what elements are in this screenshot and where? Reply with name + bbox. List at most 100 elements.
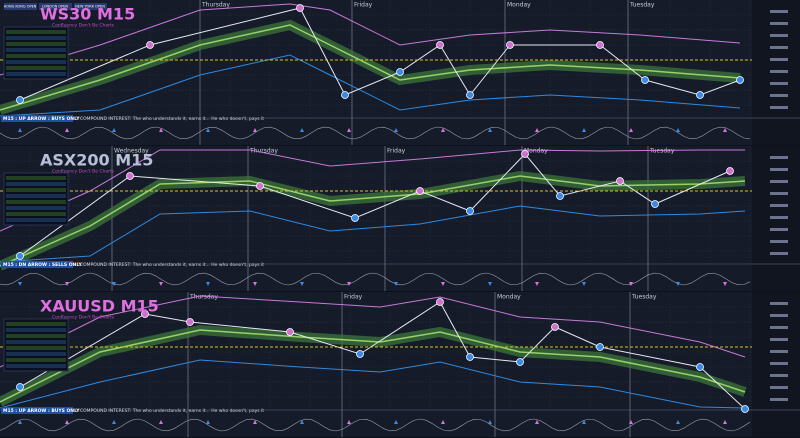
panel-subtitle: Confluency Don't Be Charts [52,169,115,175]
signal-arrow [112,282,116,286]
swing-marker [516,358,524,366]
price-tick [770,156,788,159]
price-tick [770,34,788,37]
day-label: Thursday [249,148,278,155]
swing-marker [696,91,704,99]
panel-bg [0,146,800,291]
oscillator [0,418,751,432]
info-table [3,172,69,226]
info-row [6,218,66,222]
swing-marker [416,187,424,195]
signal-arrow [65,128,69,132]
signal-arrow [18,128,22,132]
signal-arrow [253,282,257,286]
session-tag: NEW YORK OPEN [75,5,105,9]
price-tick [770,252,788,255]
swing-marker [16,383,24,391]
footer-bg [1,115,73,122]
price-tick [770,216,788,219]
signal-arrow [441,282,445,286]
info-row [6,48,66,52]
info-row [6,194,66,198]
day-label: Monday [524,148,548,155]
swing-marker [596,41,604,49]
signal-arrow [723,282,727,286]
signal-arrow [65,282,69,286]
signal-arrow [535,282,539,286]
info-row [6,36,66,40]
signal-arrow [206,282,210,286]
ma-line [0,329,746,403]
panel-title: ASX200 M15 [40,151,153,170]
lower-channel [0,205,746,263]
signal-arrow [535,128,539,132]
swing-marker [256,182,264,190]
swing-marker [436,41,444,49]
signal-arrow [676,420,680,424]
session-tag: HONG KONG OPEN [4,5,37,9]
signal-arrow [347,420,351,424]
signal-arrow [206,420,210,424]
footer-text: M15 : DN ARROW : SELLS ONLY [3,262,82,268]
info-row [6,54,66,58]
swing-marker [466,207,474,215]
signal-arrow [159,128,163,132]
info-row [6,358,66,362]
chart-panel: Thursday Friday Monday Tuesday HONG KONG OPE… [0,0,800,145]
price-tick [770,82,788,85]
signal-arrow [629,282,633,286]
swing-marker [521,150,529,158]
panel-bg [0,292,800,437]
price-tick [770,180,788,183]
price-tick [770,374,788,377]
signal-arrow [206,128,210,132]
info-row [6,364,66,368]
swing-marker [641,76,649,84]
swing-marker [186,318,194,326]
signal-arrow [582,128,586,132]
oscillator [0,126,751,140]
signal-arrow [65,420,69,424]
day-label: Friday [387,148,406,155]
signal-arrow [488,282,492,286]
signal-arrow [582,420,586,424]
swing-marker [596,343,604,351]
swing-marker [296,4,304,12]
signal-arrow [394,420,398,424]
price-tick [770,398,788,401]
day-label: Monday [497,294,521,301]
upper-channel [0,3,741,76]
chart-panel: Thursday Friday Monday Tuesday XAUUSD M15Con… [0,292,800,437]
info-row [6,176,66,180]
info-row [6,340,66,344]
swing-marker [551,323,559,331]
signal-arrow [535,420,539,424]
lower-channel [0,54,741,117]
zigzag [19,7,741,101]
swing-marker [466,353,474,361]
info-table [3,26,69,80]
signal-arrow [394,282,398,286]
chart-panel: Wednesday Thursday Friday Monday Tuesday ASX2… [0,146,800,291]
day-label: Tuesday [649,148,675,155]
signal-arrow [253,420,257,424]
session-tag-bg [39,3,72,10]
signal-arrow [347,282,351,286]
signal-arrow [18,420,22,424]
compound-note: COMPOUND INTEREST: The who understands i… [80,408,264,414]
info-row [6,42,66,46]
zigzag [19,301,746,410]
info-row [6,200,66,204]
price-tick [770,386,788,389]
signal-arrow [629,128,633,132]
day-label: Tuesday [629,2,655,9]
swing-marker [616,177,624,185]
upper-channel [0,149,745,232]
price-tick [770,302,788,305]
info-row [6,206,66,210]
day-label: Tuesday [631,294,657,301]
swing-marker [286,328,294,336]
signal-arrow [488,420,492,424]
swing-marker [726,167,734,175]
compound-note: COMPOUND INTEREST: The who understands i… [80,116,264,122]
